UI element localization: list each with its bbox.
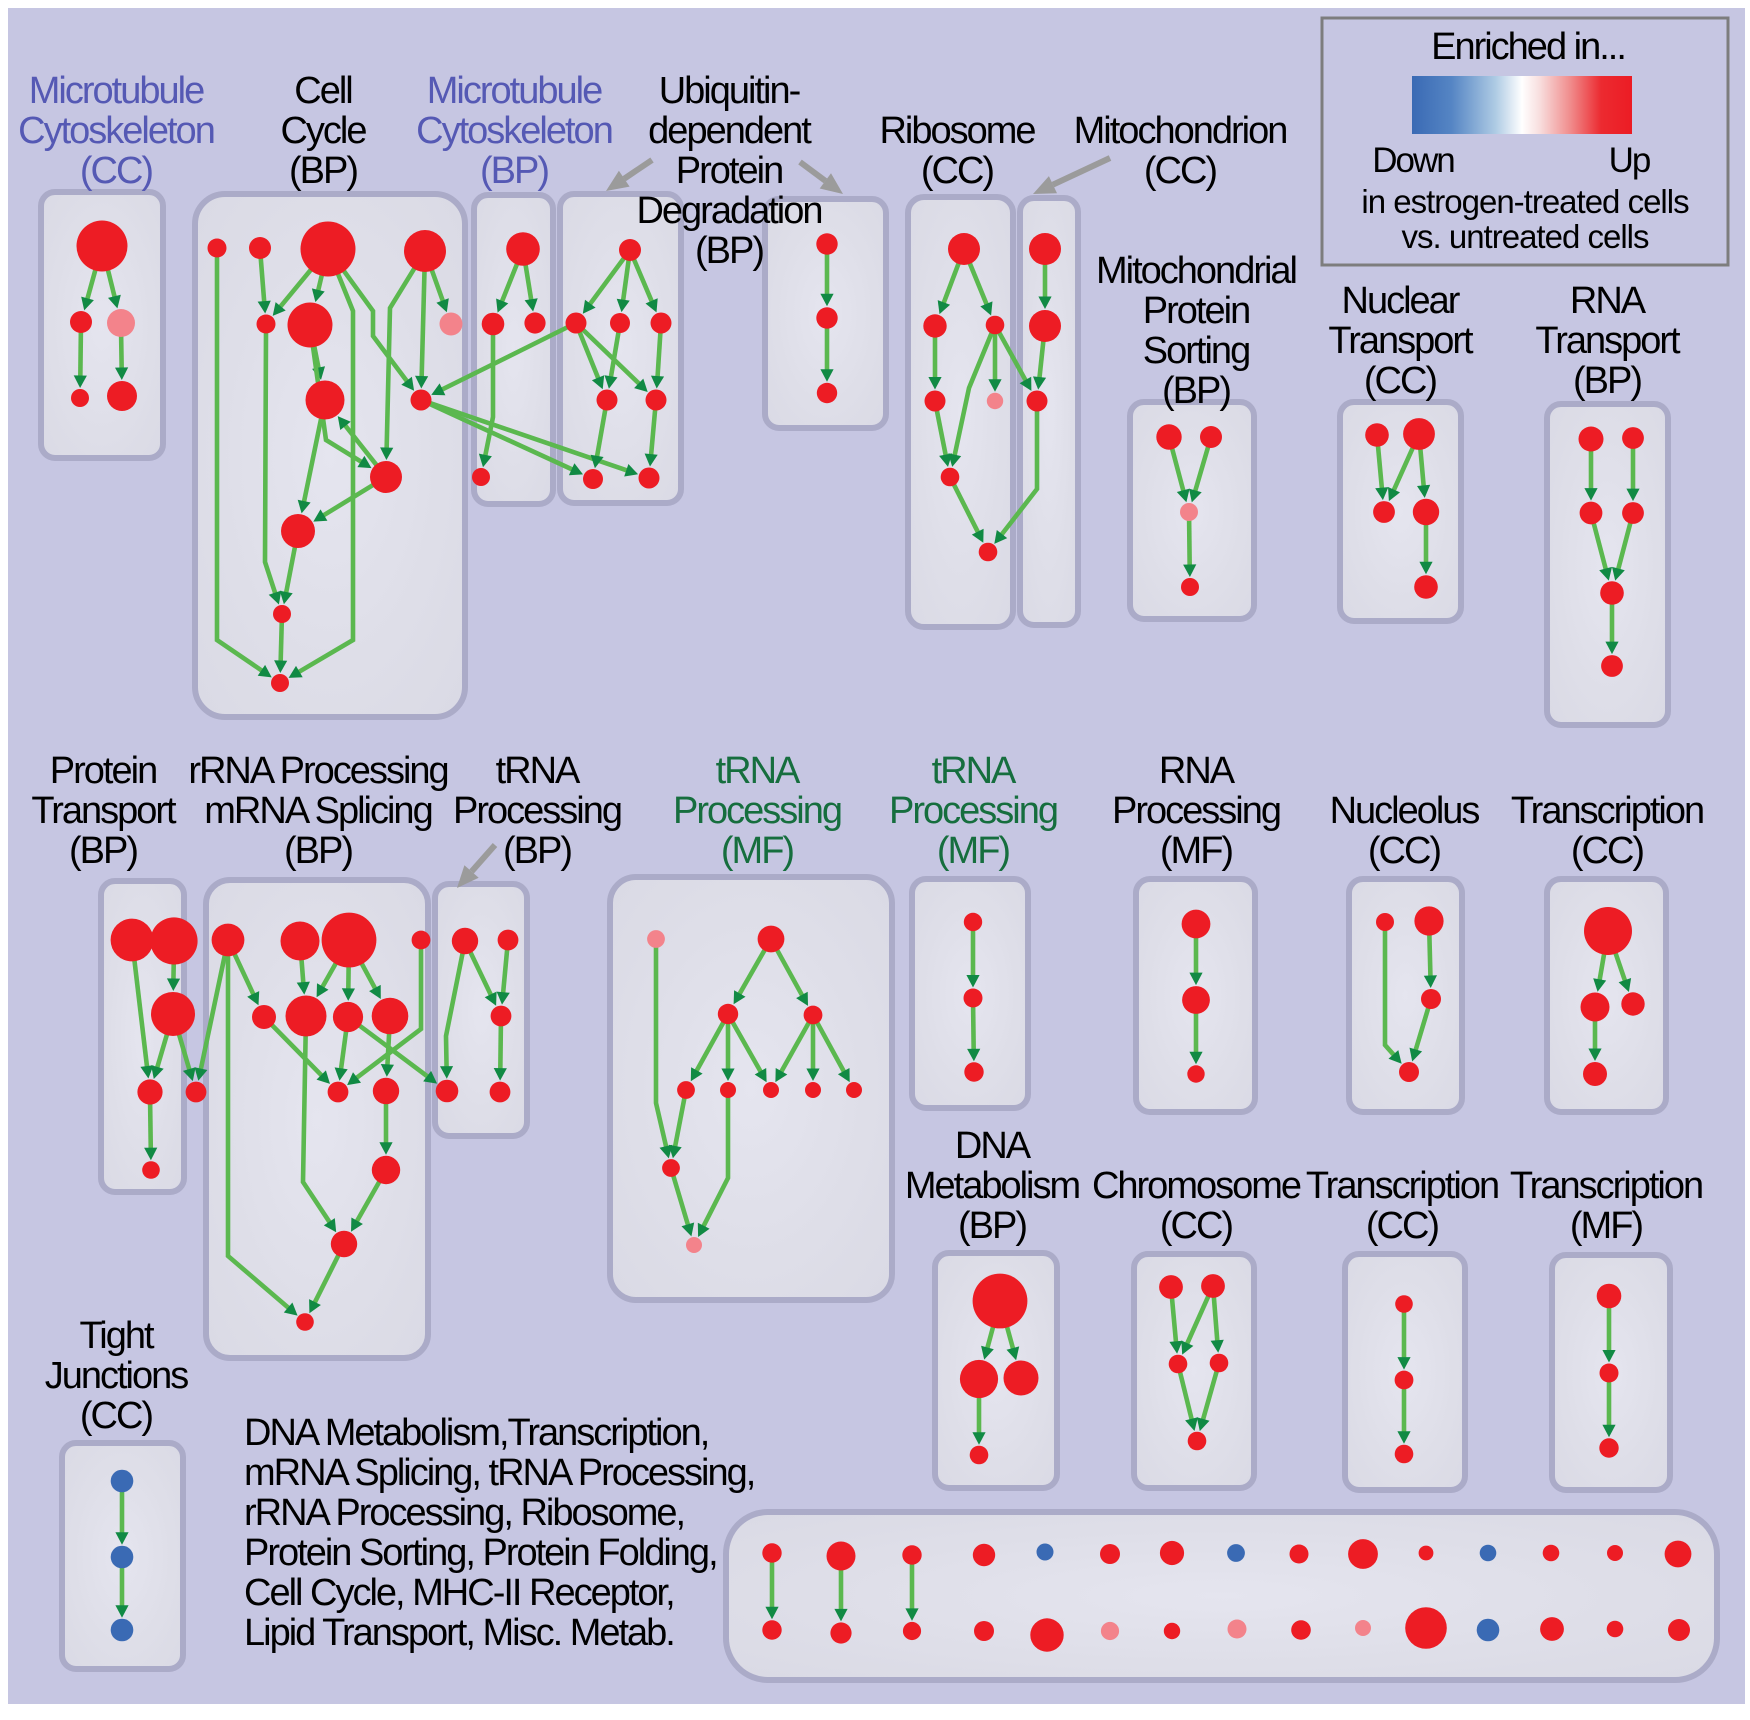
svg-text:Chromosome: Chromosome [1092, 1165, 1301, 1207]
svg-text:Processing: Processing [889, 790, 1057, 832]
svg-text:(MF): (MF) [1570, 1205, 1643, 1247]
svg-text:Nucleolus: Nucleolus [1330, 790, 1480, 832]
svg-text:Microtubule: Microtubule [29, 70, 204, 112]
svg-text:Microtubule: Microtubule [427, 70, 602, 112]
svg-text:(BP): (BP) [695, 230, 763, 272]
svg-text:Protein: Protein [676, 150, 782, 192]
svg-text:Mitochondrial: Mitochondrial [1096, 250, 1296, 292]
svg-text:(BP): (BP) [69, 830, 137, 872]
svg-text:Protein: Protein [50, 750, 156, 792]
svg-text:Protein: Protein [1143, 290, 1249, 332]
svg-text:Ribosome: Ribosome [879, 110, 1035, 152]
svg-text:Processing: Processing [453, 790, 621, 832]
svg-text:(BP): (BP) [1573, 360, 1641, 402]
svg-text:(BP): (BP) [958, 1205, 1026, 1247]
svg-text:(CC): (CC) [1571, 830, 1644, 872]
svg-text:(MF): (MF) [1160, 830, 1233, 872]
svg-text:Cytoskeleton: Cytoskeleton [18, 110, 214, 152]
svg-text:Up: Up [1609, 141, 1650, 180]
svg-text:(CC): (CC) [1368, 830, 1441, 872]
svg-text:Processing: Processing [1112, 790, 1280, 832]
svg-text:tRNA: tRNA [932, 750, 1017, 792]
svg-text:Degradation: Degradation [636, 190, 821, 232]
svg-text:(CC): (CC) [1366, 1205, 1439, 1247]
svg-text:(CC): (CC) [921, 150, 994, 192]
svg-text:mRNA Splicing: mRNA Splicing [204, 790, 431, 832]
svg-text:rRNA Processing, Ribosome,: rRNA Processing, Ribosome, [244, 1492, 684, 1534]
svg-text:Tight: Tight [79, 1315, 155, 1357]
svg-text:Transport: Transport [1535, 320, 1681, 362]
svg-text:vs. untreated cells: vs. untreated cells [1402, 218, 1649, 255]
svg-text:(CC): (CC) [1144, 150, 1217, 192]
svg-text:Junctions: Junctions [45, 1355, 189, 1397]
svg-text:Enriched in...: Enriched in... [1431, 26, 1625, 68]
svg-text:dependent: dependent [648, 110, 812, 152]
svg-text:(CC): (CC) [1160, 1205, 1233, 1247]
svg-text:(BP): (BP) [284, 830, 352, 872]
svg-text:Mitochondrion: Mitochondrion [1074, 110, 1287, 152]
svg-text:Transport: Transport [31, 790, 177, 832]
svg-text:rRNA Processing: rRNA Processing [188, 750, 447, 792]
svg-text:RNA: RNA [1159, 750, 1236, 792]
svg-text:tRNA: tRNA [716, 750, 801, 792]
svg-text:(CC): (CC) [1364, 360, 1437, 402]
svg-text:DNA Metabolism,Transcription,: DNA Metabolism,Transcription, [244, 1412, 708, 1454]
svg-text:(CC): (CC) [80, 150, 153, 192]
svg-text:RNA: RNA [1570, 280, 1647, 322]
svg-text:Transcription: Transcription [1306, 1165, 1498, 1207]
svg-text:Nuclear: Nuclear [1342, 280, 1461, 322]
svg-text:Cell: Cell [294, 70, 351, 112]
svg-text:in estrogen-treated cells: in estrogen-treated cells [1361, 183, 1689, 220]
svg-text:Cycle: Cycle [280, 110, 366, 152]
svg-text:Sorting: Sorting [1143, 330, 1249, 372]
svg-text:Protein Sorting, Protein Foldi: Protein Sorting, Protein Folding, [244, 1532, 717, 1574]
svg-text:Transcription: Transcription [1510, 1165, 1702, 1207]
svg-text:Cell Cycle, MHC-II Receptor,: Cell Cycle, MHC-II Receptor, [244, 1572, 674, 1614]
svg-text:Transcription: Transcription [1511, 790, 1703, 832]
svg-text:Processing: Processing [673, 790, 841, 832]
svg-text:(MF): (MF) [937, 830, 1010, 872]
svg-text:(BP): (BP) [503, 830, 571, 872]
svg-text:Cytoskeleton: Cytoskeleton [416, 110, 612, 152]
svg-text:DNA: DNA [955, 1125, 1032, 1167]
svg-text:(BP): (BP) [1162, 370, 1230, 412]
svg-text:Down: Down [1372, 141, 1454, 180]
svg-text:(CC): (CC) [80, 1395, 153, 1437]
svg-text:(BP): (BP) [480, 150, 548, 192]
svg-text:Ubiquitin-: Ubiquitin- [659, 70, 800, 112]
svg-text:Lipid Transport, Misc. Metab.: Lipid Transport, Misc. Metab. [244, 1612, 674, 1654]
svg-text:mRNA Splicing, tRNA Processing: mRNA Splicing, tRNA Processing, [244, 1452, 754, 1494]
svg-text:tRNA: tRNA [496, 750, 581, 792]
svg-text:(MF): (MF) [721, 830, 794, 872]
svg-text:Metabolism: Metabolism [905, 1165, 1080, 1207]
svg-text:Transport: Transport [1328, 320, 1474, 362]
svg-text:(BP): (BP) [289, 150, 357, 192]
